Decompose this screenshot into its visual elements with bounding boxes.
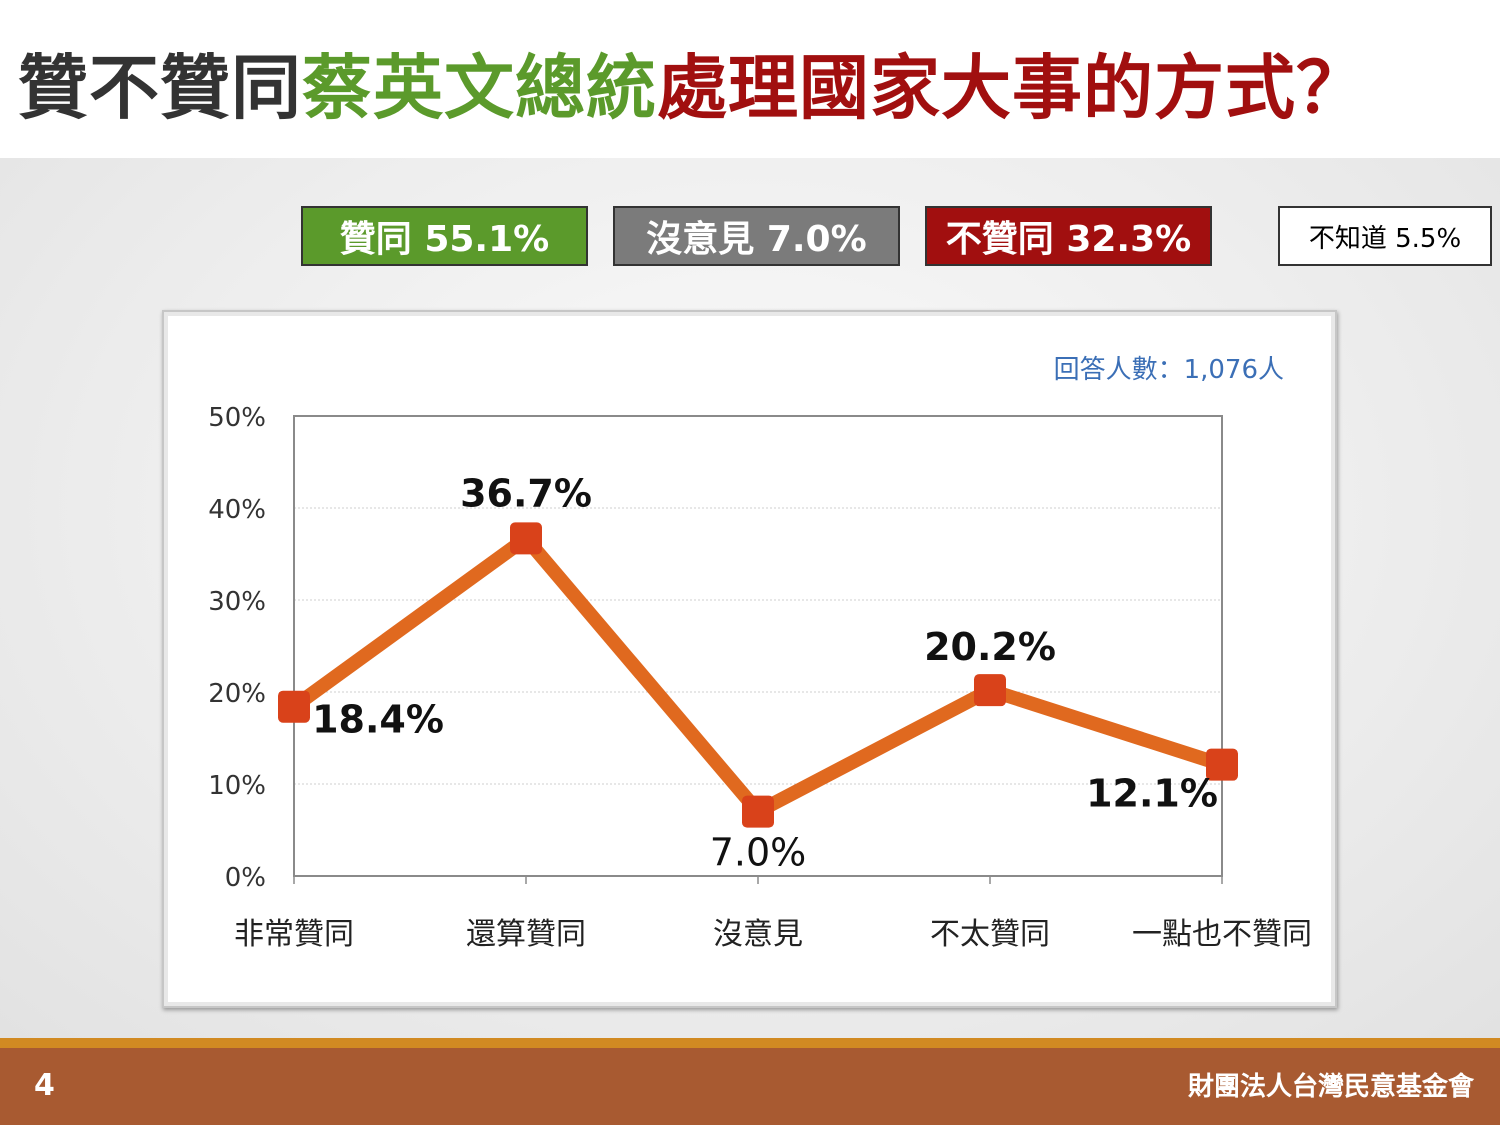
y-tick-label: 50% — [208, 403, 266, 433]
x-category-label: 還算贊同 — [466, 917, 586, 952]
footer-accent-line — [0, 1038, 1500, 1048]
data-label: 20.2% — [924, 625, 1056, 669]
x-category-label: 沒意見 — [713, 917, 803, 952]
y-tick-label: 30% — [208, 587, 266, 617]
respondent-count-annotation: 回答人數：1,076人 — [1054, 355, 1284, 385]
y-tick-label: 0% — [225, 863, 266, 893]
data-point-marker — [742, 795, 774, 828]
x-category-label: 不太贊同 — [930, 917, 1050, 952]
summary-neutral-box: 沒意見 7.0% — [613, 206, 900, 266]
data-point-marker — [278, 690, 310, 723]
summary-unknown-box: 不知道 5.5% — [1278, 206, 1492, 266]
y-tick-label: 10% — [208, 771, 266, 801]
data-point-marker — [1206, 748, 1238, 781]
y-tick-label: 20% — [208, 679, 266, 709]
title-bar: 贊不贊同蔡英文總統處理國家大事的方式？ — [0, 0, 1500, 158]
title-part-president: 蔡英文總統 — [302, 47, 657, 129]
organization-name: 財團法人台灣民意基金會 — [1187, 1072, 1474, 1102]
data-label: 12.1% — [1086, 772, 1218, 816]
data-label: 18.4% — [312, 698, 444, 742]
series-line — [287, 531, 1229, 819]
page-number: 4 — [34, 1068, 55, 1103]
line-chart: 0% 10% 20% 30% 40% 50% 非常贊同 還算贊同 沒意見 不太贊同 一點也不贊同 18… — [208, 355, 1312, 952]
footer-bar — [0, 1048, 1500, 1125]
slide-title: 贊不贊同蔡英文總統處理國家大事的方式？ — [18, 42, 1367, 134]
chart-panel: 0% 10% 20% 30% 40% 50% 非常贊同 還算贊同 沒意見 不太贊同 一點也不贊同 18… — [162, 310, 1337, 1008]
y-tick-label: 40% — [208, 495, 266, 525]
data-label: 7.0% — [710, 831, 807, 875]
summary-disapprove-box: 不贊同 32.3% — [925, 206, 1212, 266]
title-part-handling: 處理國家大事的方式？ — [657, 47, 1367, 129]
title-part-approve-question: 贊不贊同 — [18, 47, 302, 129]
data-label: 36.7% — [460, 471, 592, 515]
data-point-marker — [510, 522, 542, 555]
x-category-label: 一點也不贊同 — [1132, 917, 1312, 952]
data-point-marker — [974, 674, 1006, 707]
x-category-label: 非常贊同 — [234, 917, 354, 952]
summary-approve-box: 贊同 55.1% — [301, 206, 588, 266]
